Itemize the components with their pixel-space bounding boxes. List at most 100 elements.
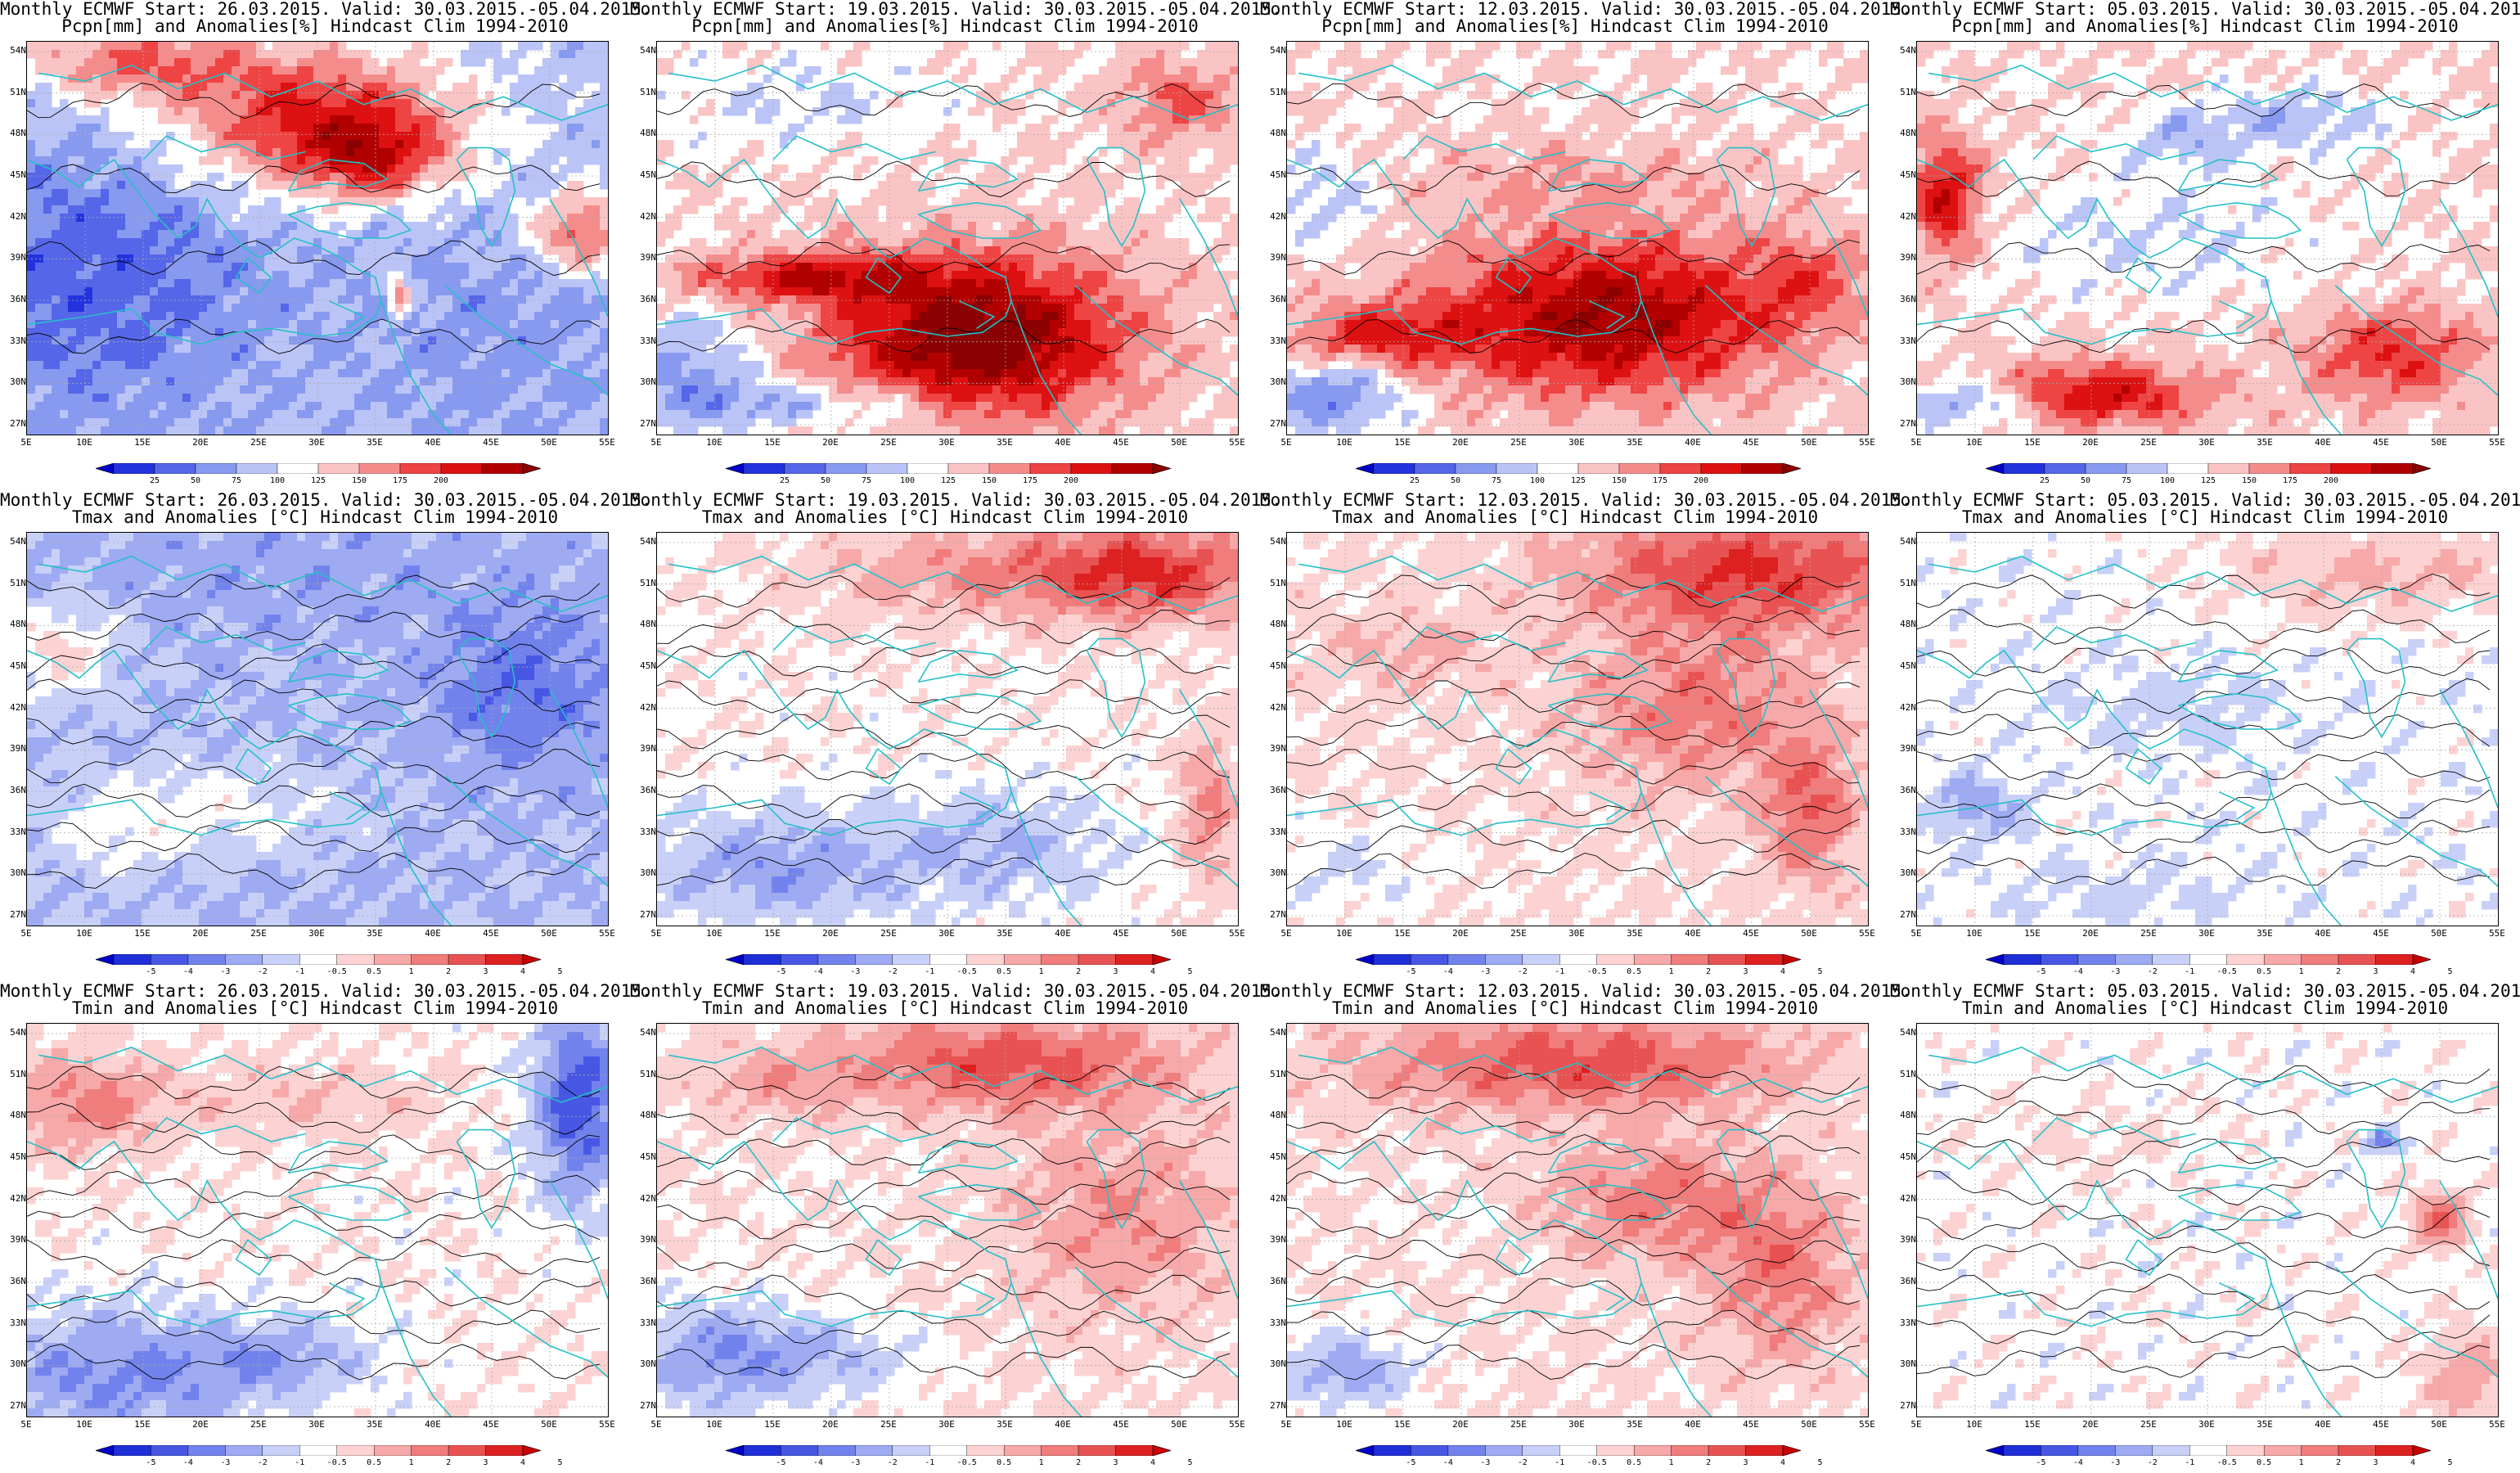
longitude-label: 35E [358,1419,391,1430]
colorbar-label: -1 [1541,967,1577,976]
longitude-label: 10E [698,1419,731,1430]
panel-subtitle: Pcpn[mm] and Anomalies[%] Hindcast Clim … [0,17,630,35]
panel-title: Monthly ECMWF Start: 05.03.2015. Valid: … [1890,982,2520,1000]
colorbar-label: -0.5 [1579,1458,1615,1467]
latitude-label: 54N [1262,1028,1286,1038]
longitude-label: 40E [1046,437,1079,448]
latitude-label: 27N [632,419,656,429]
forecast-panel-r2-c4: Monthly ECMWF Start: 05.03.2015. Valid: … [1890,491,2520,982]
colorbar-label: 3 [2358,967,2394,976]
longitude-label: 55E [591,437,623,448]
longitude-label: 45E [1735,1419,1767,1430]
colorbar-label: -0.5 [949,1458,985,1467]
latitude-label: 42N [1892,211,1916,222]
longitude-label: 45E [1735,437,1767,448]
longitude-label: 40E [416,928,449,939]
longitude-label: 25E [872,928,905,939]
latitude-label: 48N [632,128,656,138]
anomaly-map [656,1023,1239,1417]
latitude-label: 30N [632,377,656,387]
longitude-label: 15E [1386,1419,1419,1430]
latitude-label: 36N [632,1277,656,1286]
longitude-label: 35E [988,1419,1021,1430]
colorbar-label: 125 [930,476,966,485]
colorbar-label: 175 [2272,476,2308,485]
latitude-label: 54N [2,46,26,56]
colorbar-label: -5 [1393,1458,1429,1467]
colorbar-label: -2 [245,1458,281,1467]
longitude-label: 25E [242,928,275,939]
colorbar-label: 1 [2284,967,2320,976]
longitude-label: 30E [1560,928,1593,939]
latitude-label: 39N [2,253,26,263]
colorbar [96,1445,541,1456]
longitude-label: 30E [930,437,963,448]
colorbar-label: -4 [800,1458,836,1467]
longitude-label: 15E [756,437,789,448]
latitude-label: 54N [2,1028,26,1038]
anomaly-map [26,532,609,926]
colorbar-label: 1 [1654,1458,1690,1467]
longitude-label: 50E [2423,928,2455,939]
longitude-label: 5E [640,437,673,448]
colorbar-label: -5 [763,1458,799,1467]
panel-title: Monthly ECMWF Start: 12.03.2015. Valid: … [1260,982,1912,1000]
colorbar [1356,463,1801,474]
colorbar-label: 1 [394,1458,430,1467]
latitude-label: 27N [2,910,26,920]
latitude-label: 48N [632,619,656,629]
colorbar-label: -2 [1505,1458,1541,1467]
anomaly-map [1916,41,2499,435]
latitude-label: 30N [1262,868,1286,878]
colorbar-label: 150 [1601,476,1637,485]
longitude-label: 5E [1270,1419,1303,1430]
colorbar-label: 4 [1135,1458,1171,1467]
panel-title: Monthly ECMWF Start: 05.03.2015. Valid: … [1890,0,2520,18]
latitude-label: 30N [1892,1359,1916,1369]
latitude-label: 33N [632,1318,656,1328]
longitude-label: 10E [698,928,731,939]
latitude-label: 36N [1892,295,1916,304]
latitude-label: 39N [632,744,656,754]
latitude-label: 42N [1262,211,1286,222]
latitude-label: 27N [2,1401,26,1411]
latitude-label: 48N [2,1110,26,1120]
longitude-label: 30E [930,928,963,939]
colorbar [1986,463,2431,474]
latitude-label: 54N [632,1028,656,1038]
longitude-label: 25E [872,1419,905,1430]
colorbar-label: -5 [2023,967,2059,976]
longitude-label: 20E [184,437,217,448]
colorbar-label: 75 [218,476,254,485]
latitude-label: 51N [1262,87,1286,97]
longitude-label: 10E [1958,437,1991,448]
latitude-label: 48N [2,128,26,138]
longitude-label: 25E [2132,928,2165,939]
colorbar-label: -1 [2171,1458,2207,1467]
longitude-label: 50E [533,928,565,939]
colorbar-label: 175 [1012,476,1048,485]
colorbar-label: 2 [1060,1458,1096,1467]
longitude-label: 55E [1221,437,1253,448]
longitude-label: 50E [1793,1419,1825,1430]
colorbar-label: -1 [911,1458,947,1467]
latitude-label: 30N [2,1359,26,1369]
latitude-label: 27N [1892,1401,1916,1411]
latitude-label: 36N [1892,786,1916,795]
colorbar-label: -5 [763,967,799,976]
colorbar-label: 50 [808,476,844,485]
latitude-label: 45N [632,661,656,671]
colorbar-label: -1 [911,967,947,976]
longitude-label: 15E [126,928,159,939]
latitude-label: 48N [1892,1110,1916,1120]
colorbar-label: 0.5 [986,967,1022,976]
panel-title: Monthly ECMWF Start: 12.03.2015. Valid: … [1260,0,1912,18]
longitude-label: 50E [2423,437,2455,448]
latitude-label: 30N [1892,377,1916,387]
latitude-label: 45N [1892,1152,1916,1162]
longitude-label: 35E [988,437,1021,448]
anomaly-map [1286,41,1869,435]
longitude-label: 20E [814,437,847,448]
colorbar-label: 200 [1683,476,1719,485]
colorbar-label: 3 [1728,1458,1764,1467]
